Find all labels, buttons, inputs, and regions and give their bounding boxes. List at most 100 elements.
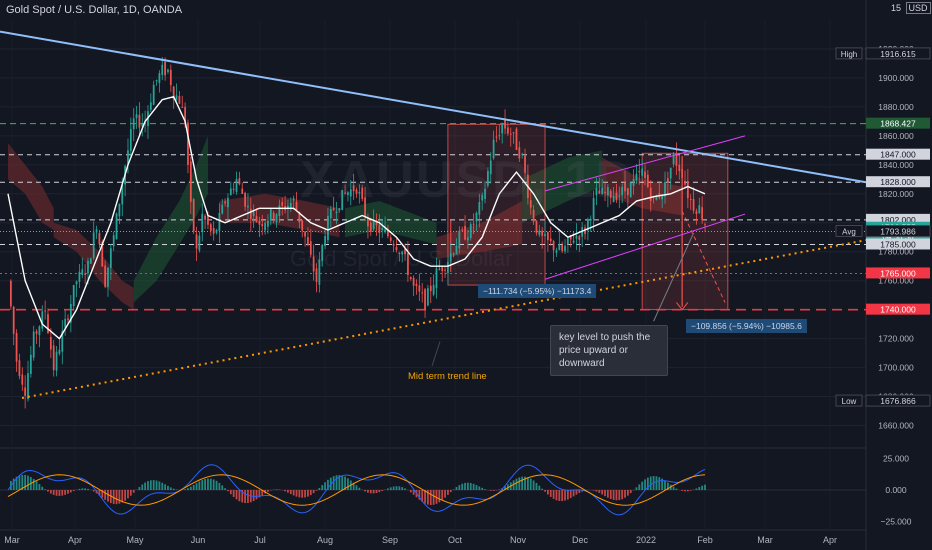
price-tick-label: 1900.000 xyxy=(878,73,914,83)
macd-histogram-bar xyxy=(238,490,241,502)
candle-body xyxy=(549,238,552,242)
macd-histogram-bar xyxy=(332,476,335,490)
price-tag xyxy=(866,238,930,250)
candle-body xyxy=(541,230,544,236)
macd-histogram-bar xyxy=(158,481,161,490)
candle-body xyxy=(149,102,152,110)
candle-body xyxy=(655,195,658,200)
macd-tick-label: 0.000 xyxy=(885,485,907,495)
candle-body xyxy=(238,178,241,185)
candle-body xyxy=(109,248,112,268)
macd-histogram-bar xyxy=(138,487,141,490)
candle-body xyxy=(358,191,361,194)
macd-histogram-bar xyxy=(695,488,698,490)
candle-body xyxy=(635,173,638,181)
candle-body xyxy=(421,292,424,294)
macd-histogram-bar xyxy=(229,490,232,495)
macd-histogram-bar xyxy=(107,490,109,502)
candle-body xyxy=(47,314,49,333)
macd-histogram-bar xyxy=(298,490,301,498)
currency-selector[interactable]: 15 USD xyxy=(891,2,931,14)
macd-histogram-bar xyxy=(58,490,61,496)
chart-title: Gold Spot / U.S. Dollar, 1D, OANDA xyxy=(6,4,183,16)
price-tick-label: 1840.000 xyxy=(878,160,914,170)
time-tick-label: 2022 xyxy=(636,535,656,545)
macd-histogram-bar xyxy=(675,488,678,490)
macd-histogram-bar xyxy=(61,490,64,496)
price-tick-label: 1760.000 xyxy=(878,276,914,286)
macd-histogram-bar xyxy=(532,480,535,490)
candle-body xyxy=(241,188,244,194)
macd-histogram-bar xyxy=(98,490,101,496)
candle-body xyxy=(518,147,521,159)
candle-body xyxy=(327,215,329,241)
candle-body xyxy=(309,241,312,255)
macd-histogram-bar xyxy=(666,482,669,490)
candle-body xyxy=(547,232,549,241)
macd-histogram-bar xyxy=(529,478,532,490)
macd-histogram-bar xyxy=(84,488,87,490)
measure-right[interactable]: −109.856 (−5.94%) −10985.6 xyxy=(686,319,807,333)
macd-histogram-bar xyxy=(209,478,212,490)
candle-body xyxy=(38,326,41,336)
candle-body xyxy=(141,122,144,127)
macd-histogram-bar xyxy=(132,490,135,493)
currency-badge[interactable]: USD xyxy=(905,2,931,14)
macd-histogram-bar xyxy=(424,490,426,504)
candle-body xyxy=(349,189,352,197)
candle-body xyxy=(249,208,252,220)
macd-histogram-bar xyxy=(212,479,215,490)
macd-histogram-bar xyxy=(244,490,246,504)
candle-body xyxy=(307,237,309,246)
candle-body xyxy=(261,223,264,227)
macd-histogram-bar xyxy=(78,488,81,490)
macd-histogram-bar xyxy=(81,488,84,490)
candle-body xyxy=(678,164,681,172)
candle-body xyxy=(61,331,64,352)
candle-body xyxy=(395,247,398,251)
candle-body xyxy=(629,182,632,198)
candle-body xyxy=(569,235,572,240)
candle-body xyxy=(509,133,512,135)
candle-body xyxy=(32,331,35,358)
macd-histogram-bar xyxy=(378,490,381,493)
price-tag xyxy=(866,148,930,160)
macd-histogram-bar xyxy=(452,489,455,490)
macd-histogram-bar xyxy=(104,490,107,500)
candle-body xyxy=(558,244,561,251)
candle-body xyxy=(64,318,67,328)
candle-body xyxy=(118,203,121,217)
macd-histogram-bar xyxy=(409,490,412,493)
projection-dashed xyxy=(681,210,726,303)
candle-body xyxy=(78,271,81,282)
macd-histogram-bar xyxy=(352,482,355,490)
candle-body xyxy=(464,225,466,240)
level-tag-label: Avg xyxy=(842,227,856,236)
candle-body xyxy=(121,184,124,205)
candle-body xyxy=(444,269,446,271)
mid-term-trend-label: Mid term trend line xyxy=(408,371,487,382)
price-tag xyxy=(866,176,930,188)
macd-histogram-bar xyxy=(52,490,55,495)
macd-histogram-bar xyxy=(318,487,321,490)
measure-left[interactable]: −111.734 (−5.95%) −11173.4 xyxy=(478,284,597,298)
candle-body xyxy=(232,188,235,190)
key-level-note[interactable]: key level to push the price upward or do… xyxy=(550,325,668,376)
macd-histogram-bar xyxy=(638,484,641,490)
candle-body xyxy=(9,280,12,307)
candle-body xyxy=(495,136,498,138)
candle-body xyxy=(281,202,284,206)
macd-histogram-bar xyxy=(149,480,152,490)
macd-histogram-bar xyxy=(544,490,546,492)
macd-histogram-bar xyxy=(524,476,526,490)
macd-histogram-bar xyxy=(484,489,486,490)
candle-body xyxy=(626,188,629,196)
macd-histogram-bar xyxy=(241,490,244,503)
macd-histogram-bar xyxy=(395,486,398,490)
time-tick-label: Apr xyxy=(68,535,82,545)
candle-body xyxy=(367,217,369,227)
macd-histogram-bar xyxy=(464,482,466,490)
candle-body xyxy=(44,310,47,312)
candle-body xyxy=(664,182,666,197)
